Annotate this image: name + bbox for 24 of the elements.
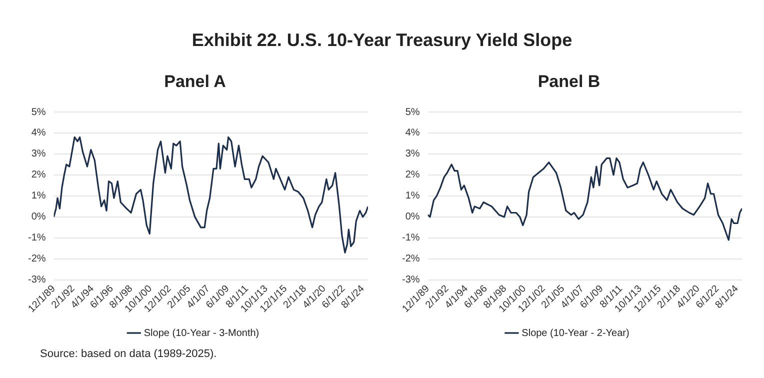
y-tick-label: -3% bbox=[28, 274, 46, 286]
y-tick-label: -2% bbox=[402, 254, 420, 265]
legend-label: Slope (10-Year - 3-Month) bbox=[144, 328, 260, 339]
y-tick-label: 0% bbox=[31, 212, 46, 223]
y-tick-label: 2% bbox=[31, 170, 46, 181]
legend-label: Slope (10-Year - 2-Year) bbox=[522, 328, 630, 339]
y-tick-label: 4% bbox=[405, 128, 420, 139]
y-tick-label: 5% bbox=[31, 106, 46, 118]
y-tick-label: 4% bbox=[31, 128, 46, 139]
source-note: Source: based on data (1989-2025). bbox=[40, 348, 217, 360]
y-tick-label: -2% bbox=[28, 254, 46, 265]
y-tick-label: -1% bbox=[28, 232, 46, 244]
y-tick-label: 0% bbox=[405, 212, 420, 223]
y-tick-label: 1% bbox=[405, 190, 420, 202]
y-tick-label: -3% bbox=[402, 274, 420, 286]
y-tick-label: -1% bbox=[402, 232, 420, 244]
chart-subtitle: Panel A bbox=[163, 72, 227, 93]
y-tick-label: 2% bbox=[405, 170, 420, 181]
y-tick-label: 1% bbox=[31, 190, 46, 202]
y-tick-label: 5% bbox=[405, 106, 420, 118]
chart-title: Exhibit 22. U.S. 10-Year Treasury Yield Slope bbox=[190, 30, 574, 51]
y-tick-label: 3% bbox=[405, 148, 420, 160]
y-tick-label: 3% bbox=[31, 148, 46, 160]
chart-subtitle: Panel B bbox=[536, 72, 602, 93]
